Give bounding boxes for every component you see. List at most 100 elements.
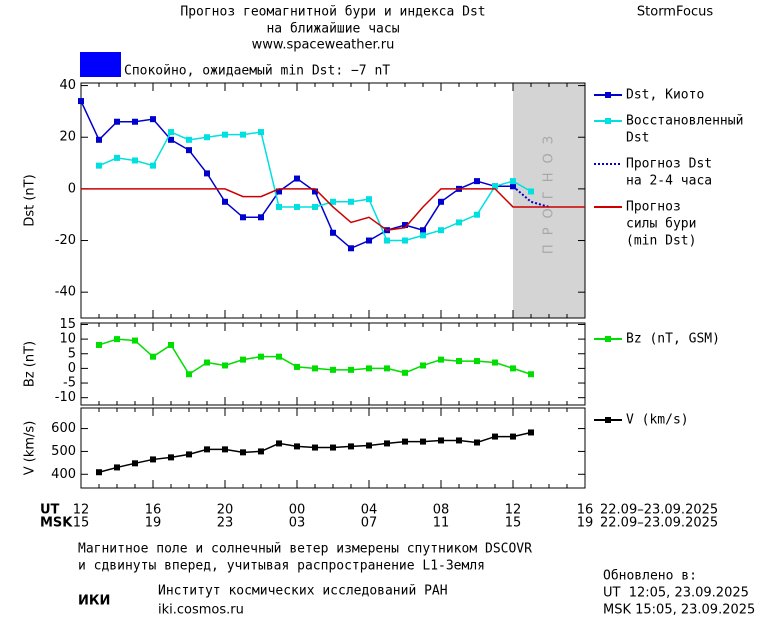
point: [186, 147, 192, 154]
point: [348, 443, 354, 450]
point: [132, 460, 138, 467]
x-tick-label: 07: [361, 516, 378, 531]
x-tick-label: 08: [433, 503, 450, 518]
point: [204, 446, 210, 453]
point: [114, 336, 120, 343]
legend-marker: [605, 92, 611, 98]
legend-label: Восстановленный: [626, 114, 743, 129]
point: [276, 440, 282, 447]
point: [132, 157, 138, 164]
point: [330, 198, 336, 205]
date-range: 22.09–23.09.2025: [600, 516, 718, 531]
y-axis-label: V (km/s): [23, 421, 38, 476]
point: [474, 439, 480, 446]
legend-label: V (km/s): [626, 413, 689, 428]
point: [294, 175, 300, 182]
point: [528, 429, 534, 436]
point: [240, 356, 246, 363]
point: [258, 353, 264, 360]
point: [510, 365, 516, 372]
point: [438, 198, 444, 205]
series-line: [80, 100, 513, 250]
point: [204, 359, 210, 366]
y-tick-label: 0: [68, 181, 76, 196]
x-tick-label: 16: [577, 503, 594, 518]
y-tick-label: 20: [59, 130, 76, 145]
point: [168, 454, 174, 461]
point: [474, 358, 480, 365]
point: [438, 437, 444, 444]
point: [402, 237, 408, 244]
y-tick-label: 600: [51, 421, 76, 436]
subtitle: на ближайшие часы: [266, 22, 399, 37]
point: [132, 337, 138, 344]
point: [240, 214, 246, 221]
x-axis-label: MSK: [40, 516, 73, 531]
note: и сдвинуты вперед, учитывая распростране…: [78, 559, 485, 574]
point: [456, 437, 462, 444]
y-axis-label: Dst (nT): [23, 174, 38, 226]
x-tick-label: 23: [217, 516, 234, 531]
point: [96, 162, 102, 169]
legend-marker: [605, 417, 611, 423]
point: [222, 198, 228, 205]
legend-label: (min Dst): [626, 234, 696, 249]
point: [114, 118, 120, 125]
brand: StormFocus: [637, 5, 713, 20]
point: [312, 444, 318, 451]
point: [96, 136, 102, 143]
point: [456, 219, 462, 226]
point: [150, 162, 156, 169]
point: [312, 188, 318, 195]
point: [348, 198, 354, 205]
point: [222, 362, 228, 369]
point: [132, 118, 138, 125]
y-axis-label: Bz (nT): [23, 341, 38, 387]
point: [150, 456, 156, 463]
point: [258, 214, 264, 221]
y-tick-label: 0: [68, 361, 76, 376]
y-tick-label: 400: [51, 467, 76, 482]
y-tick-label: -5: [63, 376, 76, 391]
point: [186, 451, 192, 458]
y-tick-label: 15: [59, 317, 76, 332]
point: [492, 183, 498, 190]
x-tick-label: 03: [289, 516, 306, 531]
point: [330, 444, 336, 451]
point: [168, 341, 174, 348]
point: [402, 222, 408, 229]
point: [510, 433, 516, 440]
point: [348, 366, 354, 373]
point: [276, 188, 282, 195]
point: [402, 369, 408, 376]
point: [438, 356, 444, 363]
point: [420, 227, 426, 234]
status: Спокойно, ожидаемый min Dst: −7 nT: [124, 64, 390, 79]
y-tick-label: -10: [55, 390, 76, 405]
point: [186, 371, 192, 378]
point: [330, 229, 336, 236]
point: [78, 98, 84, 105]
series-line: [512, 185, 550, 208]
point: [528, 188, 534, 195]
point: [96, 469, 102, 476]
point: [240, 131, 246, 138]
x-tick-label: 15: [73, 516, 90, 531]
legend-label: на 2-4 часа: [626, 174, 712, 189]
point: [366, 365, 372, 372]
point: [294, 363, 300, 370]
point: [384, 365, 390, 372]
point: [186, 136, 192, 143]
point: [366, 442, 372, 449]
point: [402, 438, 408, 445]
point: [474, 178, 480, 185]
series-line: [81, 188, 585, 231]
point: [204, 134, 210, 141]
legend-marker: [605, 336, 611, 342]
point: [114, 464, 120, 471]
x-tick-label: 15: [505, 516, 522, 531]
point: [492, 433, 498, 440]
y-tick-label: 40: [59, 78, 76, 93]
logo: ИКИ: [78, 594, 110, 609]
